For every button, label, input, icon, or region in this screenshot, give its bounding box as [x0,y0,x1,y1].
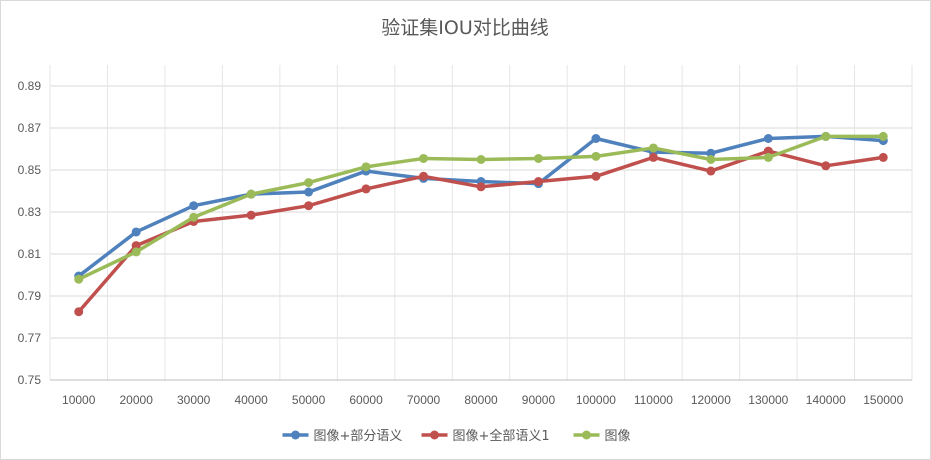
x-tick-label: 10000 [62,393,96,407]
y-tick-label: 0.83 [18,205,42,219]
data-point [361,162,371,172]
legend-label: 图像+全部语义1 [453,428,550,444]
legend: 图像+部分语义 图像+全部语义1 图像 [282,428,631,444]
data-point [648,143,658,153]
data-point [189,212,199,222]
y-tick-label: 0.81 [18,247,42,261]
series-line [76,149,886,314]
data-point [591,151,601,161]
legend-item: 图像+部分语义 [282,429,403,444]
data-point [419,153,429,163]
data-point [246,210,256,220]
data-point [706,155,716,164]
data-point [476,182,486,192]
y-tick-label: 0.75 [18,373,42,387]
data-point [131,247,141,257]
x-tick-label: 80000 [464,393,498,407]
y-axis-ticks: 0.75 0.77 0.79 0.81 0.83 0.85 0.87 0.89 [18,79,42,387]
series-lines [74,131,888,317]
series-3 [74,131,888,284]
y-tick-label: 0.89 [18,79,42,93]
data-point [878,131,888,141]
x-tick-label: 60000 [349,393,383,407]
data-point [131,227,141,237]
x-tick-label: 90000 [522,393,556,407]
x-tick-label: 100000 [576,393,616,407]
data-point [648,152,658,162]
chart-title: 验证集IOU对比曲线 [381,17,548,39]
y-tick-label: 0.85 [18,163,42,177]
legend-label: 图像+部分语义 [314,429,403,444]
data-point [763,134,773,143]
series-2 [74,146,888,317]
data-point [476,155,486,164]
legend-item: 图像+全部语义1 [421,428,550,444]
y-tick-label: 0.79 [18,289,42,303]
x-axis-ticks: 10000 20000 30000 40000 50000 60000 70000 80000… [62,393,904,407]
data-point [304,201,314,211]
data-point [533,153,543,163]
y-tick-label: 0.77 [18,331,42,345]
data-point [361,184,371,194]
x-tick-label: 140000 [806,393,846,407]
legend-swatch-marker [291,430,300,440]
data-point [591,171,601,181]
data-point [706,166,716,176]
legend-item: 图像 [573,429,631,444]
x-tick-label: 50000 [292,393,326,407]
data-point [189,201,199,211]
data-point [74,274,84,284]
x-tick-label: 120000 [691,393,731,407]
x-tick-label: 40000 [234,393,268,407]
x-tick-label: 150000 [863,393,903,407]
data-point [304,187,314,197]
legend-label: 图像 [605,429,631,444]
data-point [131,241,141,251]
data-point [419,171,429,181]
y-tick-label: 0.87 [18,121,42,135]
data-point [763,146,773,156]
data-point [304,178,314,188]
data-point [533,177,543,187]
gridlines [49,65,913,381]
data-point [706,148,716,158]
legend-swatch-marker [430,430,439,440]
data-point [763,152,773,162]
x-tick-label: 20000 [120,393,154,407]
x-tick-label: 130000 [748,393,788,407]
x-tick-label: 70000 [407,393,441,407]
data-point [591,134,601,143]
data-point [246,189,256,199]
x-tick-label: 30000 [177,393,211,407]
data-point [74,307,84,317]
data-point [878,152,888,162]
x-tick-label: 110000 [634,393,673,407]
legend-swatch-marker [582,430,591,440]
data-point [821,131,831,141]
data-point [821,161,831,171]
